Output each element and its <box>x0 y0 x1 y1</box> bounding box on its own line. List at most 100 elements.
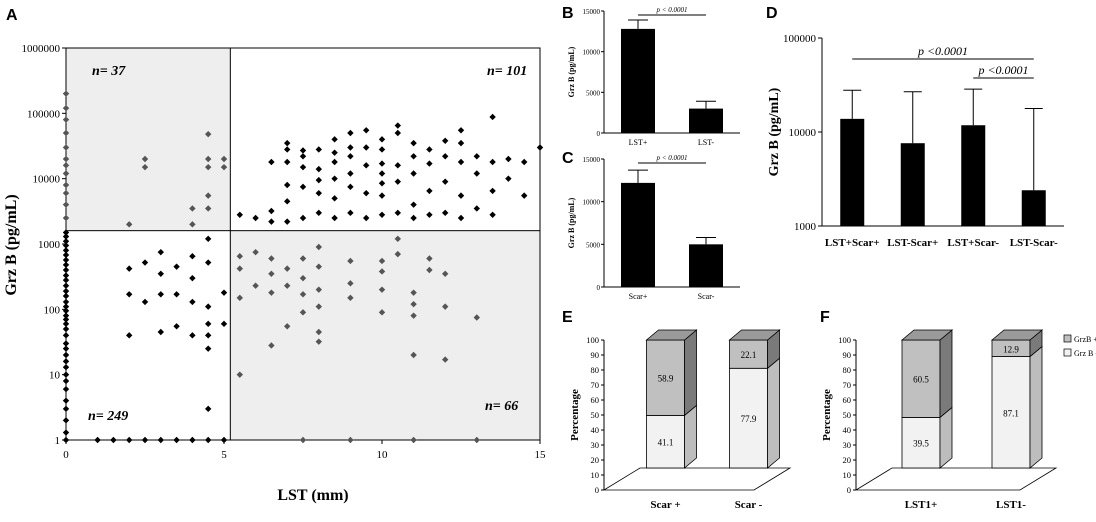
scatter-point <box>299 436 307 444</box>
scatter-point <box>62 201 70 208</box>
scatter-point <box>205 235 212 243</box>
scatter-point <box>157 436 164 444</box>
category-label: LST1- <box>996 499 1026 511</box>
bar <box>689 244 723 287</box>
scatter-point <box>315 286 322 293</box>
scatter-point <box>457 127 465 134</box>
scatter-point <box>62 351 70 359</box>
y-tick-label: 70 <box>591 380 600 390</box>
scatter-point <box>189 253 196 260</box>
y-tick-label: 30 <box>843 440 852 450</box>
y-tick-label: 90 <box>591 350 600 360</box>
scatter-point <box>126 332 133 339</box>
scatter-point <box>205 436 212 444</box>
scatter-point <box>505 175 512 182</box>
scatter-point <box>62 116 70 123</box>
scatter-point <box>284 139 291 147</box>
scatter-point <box>378 257 386 265</box>
y-tick-label: 100 <box>586 335 599 345</box>
scatter-point <box>157 248 164 256</box>
y-tick-label: 100000 <box>783 33 817 45</box>
scatter-point <box>62 189 70 197</box>
scatter-point <box>284 181 291 189</box>
x-tick-label: 0 <box>63 449 69 461</box>
scatter-point <box>347 280 354 287</box>
y-tick-label: 100 <box>838 335 851 345</box>
scatter-point <box>62 256 70 264</box>
scatter-point <box>62 417 70 424</box>
bar-top <box>990 329 1044 341</box>
scatter-point <box>315 189 322 197</box>
scatter-point <box>363 127 370 134</box>
y-axis-title: Grz B (pg/mL) <box>567 46 576 97</box>
scatter-point <box>505 155 512 163</box>
y-tick-label: 30 <box>591 440 600 450</box>
scatter-point <box>141 155 149 163</box>
scatter-point <box>378 136 386 143</box>
scatter-point <box>62 377 70 385</box>
scatter-point <box>126 436 133 444</box>
scatter-point <box>189 436 196 444</box>
panel-label-f: F <box>820 309 830 326</box>
scatter-point <box>299 147 307 154</box>
scatter-point <box>442 178 449 185</box>
scatter-point <box>173 323 180 330</box>
y-tick-label: 0 <box>595 485 599 495</box>
scatter-point <box>347 183 354 191</box>
scatter-point <box>442 356 449 363</box>
scatter-point <box>189 205 196 212</box>
scatter-point <box>205 192 212 199</box>
y-tick-label: 80 <box>843 365 852 375</box>
scatter-point <box>62 170 70 177</box>
segment-value-label: 41.1 <box>658 438 674 448</box>
segment-value-label: 58.9 <box>658 374 674 384</box>
scatter-point <box>315 328 322 336</box>
scatter-point <box>331 136 338 143</box>
scatter-point <box>141 298 149 306</box>
y-tick-label: 15000 <box>583 8 601 16</box>
y-axis-ticks: 1 10 100 1000 10000 100000 1000000 <box>22 43 66 447</box>
scatter-point <box>268 158 275 166</box>
y-axis-title: Grz B (pg/mL) <box>767 87 782 176</box>
y-tick-label: 1000000 <box>22 43 61 55</box>
scatter-point <box>331 149 338 156</box>
scatter-point <box>394 162 401 169</box>
scatter-point <box>284 198 291 205</box>
scatter-point <box>347 153 354 160</box>
scatter-point <box>126 221 133 228</box>
scatter-point <box>252 282 259 289</box>
scatter-point <box>347 294 354 302</box>
scatter-point <box>378 170 386 177</box>
stacked-chart-f: 0 10 20 30 40 50 60 70 80 90 100 Percentage 39.5 60.5… <box>821 329 1096 511</box>
scatter-point <box>62 325 70 333</box>
y-tick-label: 70 <box>843 380 852 390</box>
scatter-point <box>410 170 417 177</box>
scatter-point <box>299 255 307 262</box>
scatter-point <box>62 261 70 269</box>
scatter-point <box>394 122 401 129</box>
category-label: LST-Scar+ <box>887 237 938 249</box>
bar <box>1021 190 1046 226</box>
scatter-point <box>489 113 496 121</box>
panel-c: C 0 5000 10000 15000 Grz B (pg/mL) Scar+ Scar-… <box>562 150 740 301</box>
scatter-point <box>378 286 386 293</box>
scatter-point <box>457 139 465 147</box>
scatter-point <box>378 309 386 316</box>
scatter-point <box>62 238 70 245</box>
quadrant-bottom-right-shade <box>229 230 541 441</box>
segment-value-label: 22.1 <box>741 350 757 360</box>
y-tick-label: 5000 <box>586 241 601 249</box>
scatter-point <box>442 153 449 160</box>
scatter-point <box>62 429 70 436</box>
scatter-point <box>268 255 275 262</box>
y-tick-label: 100000 <box>27 108 61 120</box>
segment-grzb-neg <box>729 367 768 469</box>
quadrant-label-bottom-right: n= 66 <box>485 399 518 414</box>
y-tick-label: 40 <box>843 425 852 435</box>
scatter-point <box>173 291 180 298</box>
scatter-point <box>299 163 307 171</box>
scatter-point <box>62 287 70 295</box>
scatter-point <box>205 345 212 352</box>
y-tick-label: 10000 <box>583 49 601 57</box>
scatter-point <box>268 207 275 215</box>
